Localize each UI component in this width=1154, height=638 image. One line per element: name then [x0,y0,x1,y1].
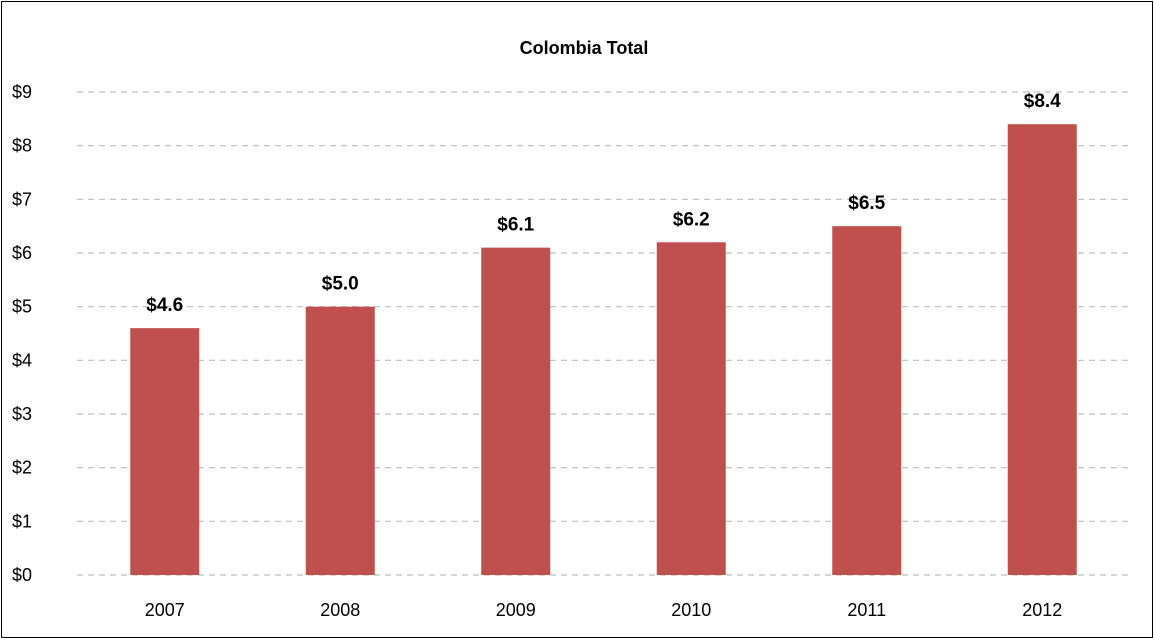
x-tick-label: 2008 [320,600,360,620]
chart-title: Colombia Total [520,38,649,58]
y-tick-label: $6 [12,243,32,263]
data-label: $8.4 [1024,91,1061,112]
data-label: $6.5 [848,193,885,214]
gridlines [77,91,1130,576]
data-label: $5.0 [322,274,359,295]
x-tick-label: 2007 [145,600,185,620]
y-tick-label: $1 [12,511,32,531]
x-tick-label: 2012 [1022,600,1062,620]
bar [130,328,200,575]
y-tick-label: $2 [12,458,32,478]
bar [481,247,551,575]
data-label: $6.2 [673,209,710,230]
bar [305,306,375,575]
x-tick-label: 2010 [671,600,711,620]
y-tick-label: $5 [12,297,32,317]
x-tick-label: 2011 [847,600,886,620]
y-tick-label: $0 [12,565,32,585]
y-tick-label: $7 [12,189,32,209]
x-tick-label: 2009 [496,600,536,620]
y-tick-label: $4 [12,350,32,370]
data-labels: $4.6 $5.0 $6.1 $6.2 $6.5 $8.4 [146,91,1061,316]
bars [130,124,1077,575]
y-axis-tick-labels: $0 $1 $2 $3 $4 $5 $6 $7 $8 $9 [12,82,32,585]
bar [656,242,726,575]
data-label: $4.6 [146,295,183,316]
y-tick-label: $8 [12,136,32,156]
bar [1007,124,1077,575]
y-tick-label: $3 [12,404,32,424]
x-axis-tick-labels: 2007 2008 2009 2010 2011 2012 [145,600,1063,620]
y-tick-label: $9 [12,82,32,102]
bar [832,226,902,575]
data-label: $6.1 [497,215,534,236]
